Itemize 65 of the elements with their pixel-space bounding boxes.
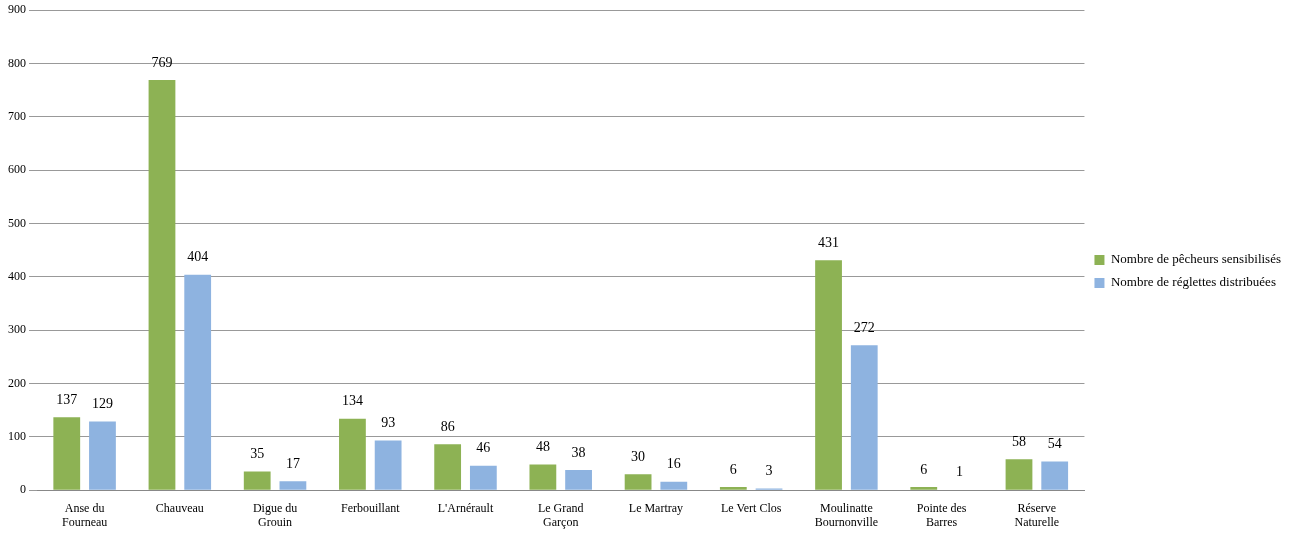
data-label: 38 [571,444,586,460]
x-tick-label: Chauveau [155,500,204,515]
data-label: 93 [381,415,396,431]
bar [529,464,557,490]
data-label: 48 [535,439,550,455]
data-label: 46 [476,440,491,456]
data-label: 129 [91,396,113,412]
data-label: 30 [631,448,646,464]
legend-label: Nombre de pêcheurs sensibilisés [1110,251,1282,267]
bar [1005,459,1033,490]
bar [339,418,366,490]
x-tick-label: Réserve Naturelle [1014,500,1060,529]
data-label: 404 [187,249,209,265]
bar [53,417,81,490]
x-tick-label: Anse du Fourneau [61,500,108,529]
bar [910,487,938,490]
bar [434,444,462,490]
y-tick-label: 400 [8,269,26,284]
y-tick-label: 800 [8,55,26,70]
x-tick-label: Digue du Grouin [252,500,298,529]
data-label: 431 [818,235,840,251]
data-label: 137 [56,391,78,407]
data-label: 6 [729,461,737,477]
y-tick-label: 600 [8,162,26,177]
x-tick-label: Ferbouillant [340,500,401,515]
bar [374,440,402,490]
bar [850,345,878,490]
y-tick-label: 500 [8,215,26,230]
data-label: 58 [1011,433,1026,449]
data-label: 16 [666,456,681,472]
y-tick-label: 200 [8,375,26,390]
data-label: 35 [250,446,265,462]
data-label: 272 [853,319,875,335]
bar [89,421,116,490]
data-label: 1 [955,464,963,480]
y-tick-label: 700 [8,109,26,124]
bar [1041,461,1069,490]
data-label: 6 [920,461,928,477]
data-label: 17 [285,455,300,471]
bar [279,481,307,490]
x-tick-label: Le Vert Clos [720,500,782,515]
data-label: 769 [151,54,173,70]
data-label: 3 [765,463,773,479]
data-label: 54 [1047,436,1062,452]
x-tick-label: Pointe des Barres [916,500,967,529]
x-tick-label: Moulinatte Bournonville [814,500,879,529]
x-tick-label: L'Arnérault [437,500,494,515]
legend-label: Nombre de réglettes distribuées [1110,274,1276,290]
y-tick-label: 100 [8,429,26,444]
bar [243,471,271,490]
bar [719,487,747,490]
bar [660,481,688,490]
y-tick-label: 0 [20,482,26,497]
data-label: 134 [341,393,363,409]
bar [184,274,212,490]
bar [815,260,842,490]
data-label: 86 [440,419,455,435]
y-tick-label: 300 [8,322,26,337]
bar [469,465,497,490]
bar [148,80,176,490]
bar [624,474,652,490]
x-tick-label: Le Grand Garçon [537,500,584,529]
x-tick-label: Le Martray [628,500,684,515]
y-tick-label: 900 [8,2,26,17]
bar [565,469,592,490]
